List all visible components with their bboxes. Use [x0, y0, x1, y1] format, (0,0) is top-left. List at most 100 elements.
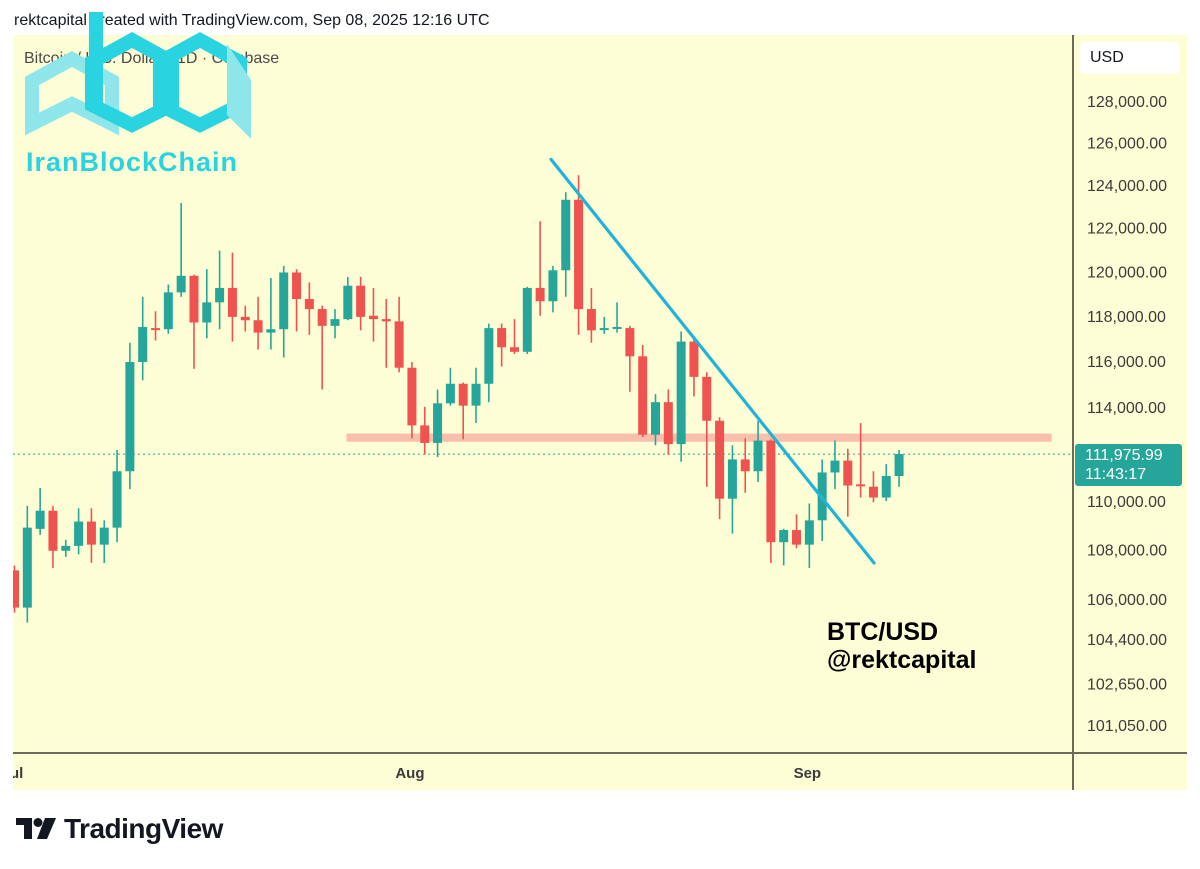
candle[interactable]	[689, 338, 699, 397]
candle[interactable]	[856, 423, 866, 498]
candle[interactable]	[663, 389, 673, 455]
candle[interactable]	[407, 362, 417, 439]
candle[interactable]	[779, 528, 789, 566]
candle-body	[574, 199, 584, 310]
candle[interactable]	[10, 565, 19, 613]
candle[interactable]	[715, 417, 725, 520]
candle[interactable]	[240, 305, 250, 332]
candle[interactable]	[99, 520, 109, 564]
chart-pane[interactable]	[13, 35, 1187, 790]
chart-credit-text: rektcapital created with TradingView.com…	[14, 12, 490, 29]
candle-body	[202, 302, 212, 323]
candle[interactable]	[266, 277, 276, 350]
candle[interactable]	[548, 265, 558, 313]
candle[interactable]	[599, 316, 609, 334]
candle[interactable]	[61, 539, 71, 557]
candle[interactable]	[522, 286, 532, 355]
candle[interactable]	[394, 296, 404, 373]
candle-body	[99, 527, 109, 545]
candle[interactable]	[894, 449, 904, 487]
candle[interactable]	[317, 305, 327, 390]
price-tick-label: 116,000.00	[1087, 354, 1166, 371]
candle[interactable]	[881, 464, 891, 502]
candle[interactable]	[804, 503, 814, 568]
candle[interactable]	[676, 331, 686, 462]
candle[interactable]	[766, 439, 776, 564]
candle[interactable]	[202, 269, 212, 339]
candle[interactable]	[445, 367, 455, 406]
candle[interactable]	[253, 296, 263, 350]
candle[interactable]	[843, 448, 853, 517]
candle[interactable]	[343, 276, 353, 321]
candle[interactable]	[612, 302, 622, 333]
candle[interactable]	[304, 282, 314, 335]
candle[interactable]	[112, 449, 122, 543]
candle[interactable]	[151, 311, 161, 341]
price-tick-label: 106,000.00	[1087, 592, 1167, 609]
candle-body	[125, 362, 135, 472]
candle[interactable]	[702, 372, 712, 487]
candle[interactable]	[625, 325, 635, 392]
candle[interactable]	[330, 309, 340, 339]
candle[interactable]	[48, 505, 58, 568]
candle[interactable]	[638, 344, 648, 438]
candle[interactable]	[586, 287, 596, 343]
candle-body	[702, 376, 712, 421]
candle[interactable]	[497, 323, 507, 367]
candle-body	[548, 270, 558, 302]
candle[interactable]	[279, 265, 289, 358]
candle[interactable]	[458, 382, 468, 440]
candle-body	[381, 319, 391, 322]
candle[interactable]	[292, 269, 302, 332]
candle[interactable]	[35, 487, 45, 535]
candle-body	[240, 316, 250, 321]
candle[interactable]	[420, 406, 430, 455]
candle[interactable]	[163, 284, 173, 334]
annotation-author: @rektcapital	[827, 646, 977, 674]
candle-body	[651, 402, 660, 435]
candle[interactable]	[22, 505, 32, 623]
candle[interactable]	[381, 299, 391, 368]
candle[interactable]	[356, 276, 366, 331]
candle[interactable]	[86, 508, 96, 564]
candle-body	[163, 292, 173, 330]
chart-annotation[interactable]: BTC/USD @rektcapital	[827, 618, 976, 674]
candle[interactable]	[189, 274, 199, 369]
candle[interactable]	[753, 420, 763, 482]
logo-text: IranBlockChain	[26, 147, 239, 177]
candle[interactable]	[138, 296, 148, 381]
candle[interactable]	[727, 445, 737, 534]
last-price-badge: 111,975.99 11:43:17	[1075, 444, 1182, 486]
candle[interactable]	[740, 438, 750, 493]
candle[interactable]	[471, 367, 481, 424]
candle[interactable]	[484, 323, 494, 403]
candle[interactable]	[535, 221, 545, 316]
price-axis[interactable]: 128,000.00 126,000.00 124,000.00 122,000.00…	[1087, 94, 1167, 735]
candle[interactable]	[651, 394, 660, 446]
time-axis[interactable]: JulAugSep	[2, 765, 821, 782]
candle-body	[407, 367, 417, 426]
candle[interactable]	[227, 252, 237, 342]
candle[interactable]	[561, 192, 571, 297]
candle[interactable]	[433, 389, 443, 458]
candle-body	[804, 520, 814, 545]
candle[interactable]	[176, 202, 186, 297]
candle[interactable]	[368, 287, 378, 342]
tradingview-logo[interactable]: TradingView	[16, 813, 223, 845]
candle[interactable]	[868, 471, 878, 503]
candle[interactable]	[125, 342, 135, 490]
annotation-symbol: BTC/USD	[827, 618, 939, 646]
downtrend-line[interactable]	[549, 157, 876, 565]
support-zone[interactable]	[346, 433, 1052, 442]
candle[interactable]	[574, 175, 584, 335]
candle-body	[881, 476, 891, 498]
candle[interactable]	[792, 514, 802, 549]
candle[interactable]	[74, 508, 84, 555]
currency-button[interactable]: USD	[1080, 42, 1180, 74]
candle[interactable]	[215, 250, 225, 330]
price-tick-label: 124,000.00	[1087, 178, 1167, 195]
candle[interactable]	[830, 440, 840, 490]
time-tick-label: Aug	[395, 765, 424, 782]
candle[interactable]	[509, 319, 519, 355]
